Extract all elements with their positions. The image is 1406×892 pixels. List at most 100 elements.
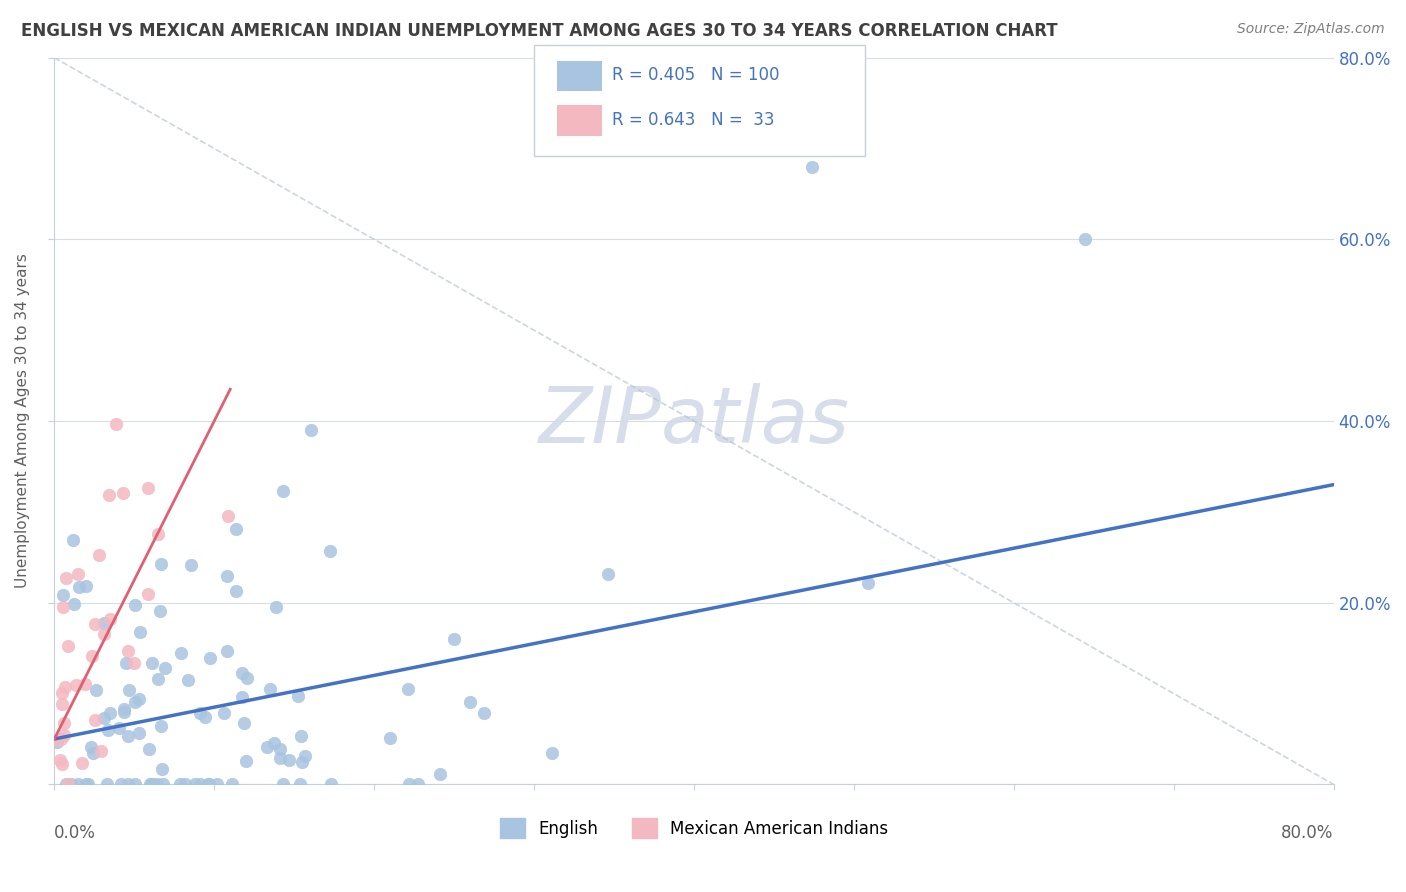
Point xyxy=(111,485,134,500)
Point xyxy=(51,698,73,712)
Legend: English, Mexican American Indians: English, Mexican American Indians xyxy=(494,812,894,845)
Point xyxy=(263,736,285,750)
Point xyxy=(225,522,247,536)
Point xyxy=(122,656,145,670)
Point xyxy=(294,748,316,763)
Point xyxy=(290,777,312,791)
Point xyxy=(67,580,90,594)
Point xyxy=(124,777,146,791)
Point xyxy=(149,604,172,618)
Point xyxy=(198,777,221,791)
Point xyxy=(170,646,193,660)
Point xyxy=(194,710,217,724)
Point xyxy=(84,714,107,728)
Point xyxy=(51,686,73,700)
Point xyxy=(70,756,93,771)
Point xyxy=(287,689,309,703)
Point xyxy=(139,777,162,791)
Point xyxy=(236,671,259,685)
Point xyxy=(65,677,87,691)
Point xyxy=(117,777,139,791)
Point xyxy=(224,583,246,598)
Point xyxy=(112,702,135,716)
Text: R = 0.643   N =  33: R = 0.643 N = 33 xyxy=(612,111,775,128)
Point xyxy=(128,725,150,739)
Point xyxy=(188,706,211,720)
Point xyxy=(98,612,121,626)
Point xyxy=(596,567,619,582)
Point xyxy=(458,695,481,709)
Point xyxy=(152,762,174,776)
Point xyxy=(212,706,235,720)
Point xyxy=(141,777,163,791)
Point xyxy=(149,719,172,733)
Point xyxy=(138,742,160,756)
Point xyxy=(231,690,253,705)
Point xyxy=(55,571,77,585)
Point xyxy=(184,777,207,791)
Point xyxy=(149,557,172,571)
Text: R = 0.405   N = 100: R = 0.405 N = 100 xyxy=(612,66,779,84)
Point xyxy=(66,777,89,791)
Point xyxy=(291,755,314,769)
Point xyxy=(87,548,110,562)
Point xyxy=(169,777,191,791)
Point xyxy=(52,600,75,615)
Point xyxy=(52,728,75,742)
Point xyxy=(188,777,211,791)
Point xyxy=(51,732,73,747)
Text: 0.0%: 0.0% xyxy=(55,824,96,842)
Text: ENGLISH VS MEXICAN AMERICAN INDIAN UNEMPLOYMENT AMONG AGES 30 TO 34 YEARS CORREL: ENGLISH VS MEXICAN AMERICAN INDIAN UNEMP… xyxy=(21,22,1057,40)
Point xyxy=(82,746,104,760)
Point xyxy=(75,579,97,593)
Point xyxy=(128,691,150,706)
Point xyxy=(215,568,238,582)
Point xyxy=(540,746,562,760)
Point xyxy=(269,751,291,765)
Point xyxy=(290,729,312,743)
Point xyxy=(129,625,152,640)
Point xyxy=(110,777,132,791)
Point xyxy=(153,661,176,675)
Point xyxy=(96,777,118,791)
Point xyxy=(104,417,127,432)
Point xyxy=(84,682,107,697)
Point xyxy=(856,576,879,591)
Point xyxy=(80,740,103,755)
Point xyxy=(115,657,138,671)
Point xyxy=(46,735,69,749)
Point xyxy=(73,677,96,691)
Point xyxy=(207,777,229,791)
Point xyxy=(80,648,103,663)
Text: ZIPatlas: ZIPatlas xyxy=(538,383,849,459)
Point xyxy=(174,777,197,791)
Y-axis label: Unemployment Among Ages 30 to 34 years: Unemployment Among Ages 30 to 34 years xyxy=(15,253,30,589)
Point xyxy=(177,673,200,687)
Point xyxy=(98,706,121,720)
Point xyxy=(801,160,824,174)
Point xyxy=(232,715,254,730)
Point xyxy=(112,705,135,719)
Point xyxy=(231,666,253,681)
Text: 80.0%: 80.0% xyxy=(1281,824,1334,842)
Point xyxy=(146,777,169,791)
Point xyxy=(75,777,97,791)
Point xyxy=(76,777,98,791)
Point xyxy=(259,682,281,697)
Point xyxy=(271,777,294,791)
Point xyxy=(62,533,84,548)
Point xyxy=(319,544,342,558)
Point xyxy=(93,711,115,725)
Point xyxy=(271,483,294,498)
Point xyxy=(217,644,239,658)
Point xyxy=(221,777,243,791)
Point xyxy=(59,777,82,791)
Point xyxy=(141,777,163,791)
Point xyxy=(93,627,115,641)
Point xyxy=(52,716,75,731)
Point xyxy=(141,656,163,670)
Point xyxy=(56,777,79,791)
Point xyxy=(55,777,77,791)
Point xyxy=(321,777,343,791)
Point xyxy=(148,526,170,541)
